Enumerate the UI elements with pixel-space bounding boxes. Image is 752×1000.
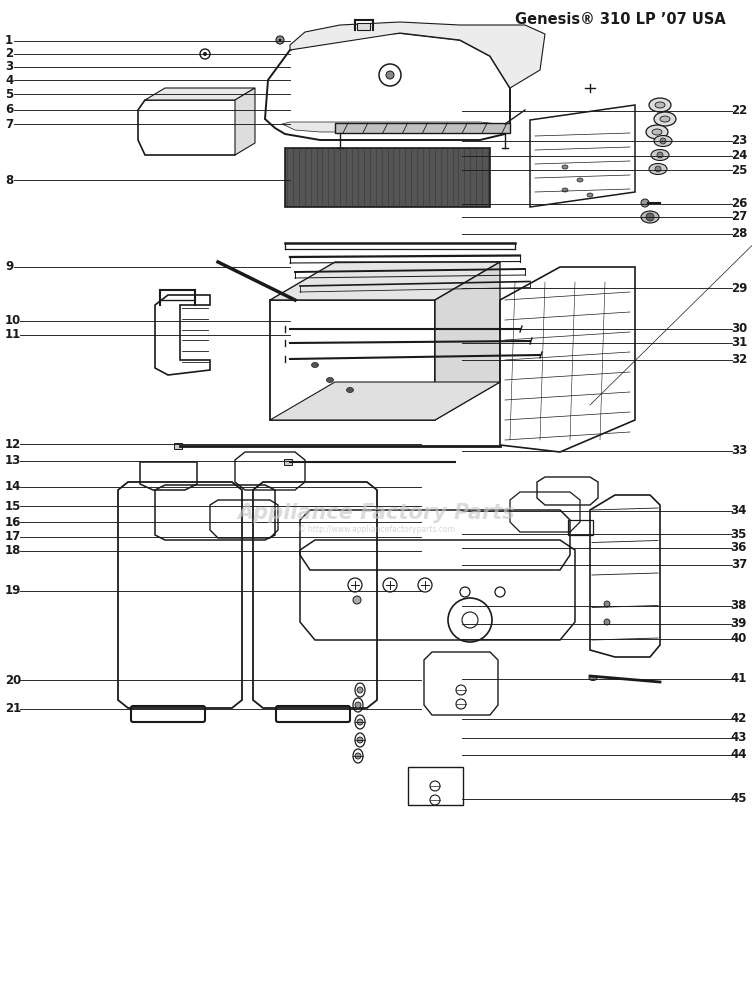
Circle shape [355,753,361,759]
Bar [568,520,593,535]
Text: 23: 23 [731,134,747,147]
Circle shape [276,36,284,44]
Text: 45: 45 [730,792,747,806]
Text: 6: 6 [5,103,14,116]
Text: 14: 14 [5,481,21,493]
Text: 34: 34 [731,504,747,517]
Text: 17: 17 [5,530,21,544]
Text: 39: 39 [731,617,747,630]
Bar [357,23,370,30]
Ellipse shape [562,165,568,169]
Ellipse shape [311,362,319,367]
Bar [284,459,292,465]
Text: 16: 16 [5,516,21,528]
Polygon shape [270,382,500,420]
Ellipse shape [326,377,333,382]
Bar [285,148,490,207]
Ellipse shape [587,193,593,197]
Circle shape [655,166,661,172]
Text: 33: 33 [731,444,747,458]
Circle shape [646,213,654,221]
Circle shape [353,596,361,604]
Ellipse shape [651,149,669,160]
Text: 4: 4 [5,74,14,87]
Text: 42: 42 [731,712,747,725]
Bar [270,300,435,420]
Text: 38: 38 [731,599,747,612]
Text: 12: 12 [5,438,21,450]
Ellipse shape [654,135,672,146]
Circle shape [660,138,666,144]
Circle shape [604,601,610,607]
Ellipse shape [347,387,353,392]
Circle shape [357,687,363,693]
Text: 2: 2 [5,47,13,60]
Ellipse shape [646,125,668,139]
Text: © http://www.appliancefactoryparts.com: © http://www.appliancefactoryparts.com [298,526,454,534]
Circle shape [657,152,663,158]
Ellipse shape [655,102,665,108]
Circle shape [203,52,207,56]
Text: 44: 44 [730,748,747,761]
Text: Genesis® 310 LP ’07 USA: Genesis® 310 LP ’07 USA [515,12,726,27]
Text: 40: 40 [731,633,747,646]
Text: 7: 7 [5,117,13,130]
Ellipse shape [660,116,670,122]
Text: 11: 11 [5,328,21,341]
Text: 24: 24 [731,149,747,162]
Polygon shape [235,88,255,155]
Ellipse shape [562,188,568,192]
Text: 21: 21 [5,702,21,716]
Circle shape [641,199,649,207]
Text: 10: 10 [5,314,21,328]
Polygon shape [435,262,500,420]
Ellipse shape [652,129,662,135]
Polygon shape [290,22,545,88]
Text: 20: 20 [5,674,21,686]
Text: 19: 19 [5,584,21,597]
Text: 5: 5 [5,88,14,101]
Circle shape [355,702,361,708]
Circle shape [386,71,394,79]
Polygon shape [270,262,500,300]
Bar [174,443,182,449]
Text: 30: 30 [731,322,747,336]
Text: 41: 41 [731,672,747,686]
Text: 28: 28 [731,227,747,240]
Text: 25: 25 [731,163,747,176]
Text: 26: 26 [731,197,747,210]
Circle shape [604,619,610,625]
Ellipse shape [577,178,583,182]
Circle shape [357,737,363,743]
Ellipse shape [654,112,676,126]
Text: 22: 22 [731,104,747,117]
Text: 8: 8 [5,174,14,186]
Text: 36: 36 [731,541,747,554]
Text: 29: 29 [731,282,747,294]
Text: 32: 32 [731,353,747,366]
Text: 18: 18 [5,544,21,558]
Text: 9: 9 [5,260,14,273]
Text: 15: 15 [5,499,21,512]
Polygon shape [145,88,255,100]
Ellipse shape [589,676,597,680]
Text: 13: 13 [5,454,21,468]
Text: 1: 1 [5,34,13,47]
Text: 31: 31 [731,336,747,350]
Bar [335,123,510,133]
Ellipse shape [641,211,659,223]
Text: 3: 3 [5,60,13,74]
Ellipse shape [649,98,671,112]
Text: Appliance Factory Parts: Appliance Factory Parts [237,503,515,523]
Bar [408,767,463,805]
Polygon shape [282,122,505,132]
Text: 35: 35 [731,528,747,540]
Ellipse shape [649,163,667,174]
Text: 27: 27 [731,211,747,224]
Circle shape [357,719,363,725]
Text: 37: 37 [731,558,747,571]
Circle shape [278,38,281,41]
Text: 43: 43 [731,731,747,744]
